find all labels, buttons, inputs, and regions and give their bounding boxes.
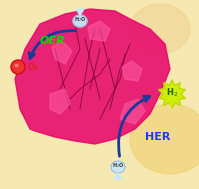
Text: H$_2$O: H$_2$O (112, 162, 124, 170)
Text: H$_2$O: H$_2$O (74, 15, 86, 24)
Polygon shape (76, 9, 84, 15)
Polygon shape (114, 173, 122, 179)
Polygon shape (88, 21, 110, 41)
Polygon shape (15, 9, 170, 144)
Polygon shape (111, 161, 125, 173)
Ellipse shape (15, 64, 18, 67)
Text: OER: OER (39, 36, 65, 46)
Polygon shape (159, 80, 185, 108)
Text: H$_2$: H$_2$ (166, 87, 178, 99)
Polygon shape (120, 99, 145, 124)
Polygon shape (50, 89, 70, 114)
Polygon shape (122, 61, 142, 81)
Polygon shape (52, 41, 72, 64)
Circle shape (13, 61, 23, 73)
Ellipse shape (130, 104, 199, 174)
Ellipse shape (130, 4, 190, 54)
Circle shape (11, 60, 25, 74)
Text: O₂: O₂ (28, 63, 39, 71)
Polygon shape (73, 15, 87, 27)
Text: HER: HER (145, 132, 171, 142)
